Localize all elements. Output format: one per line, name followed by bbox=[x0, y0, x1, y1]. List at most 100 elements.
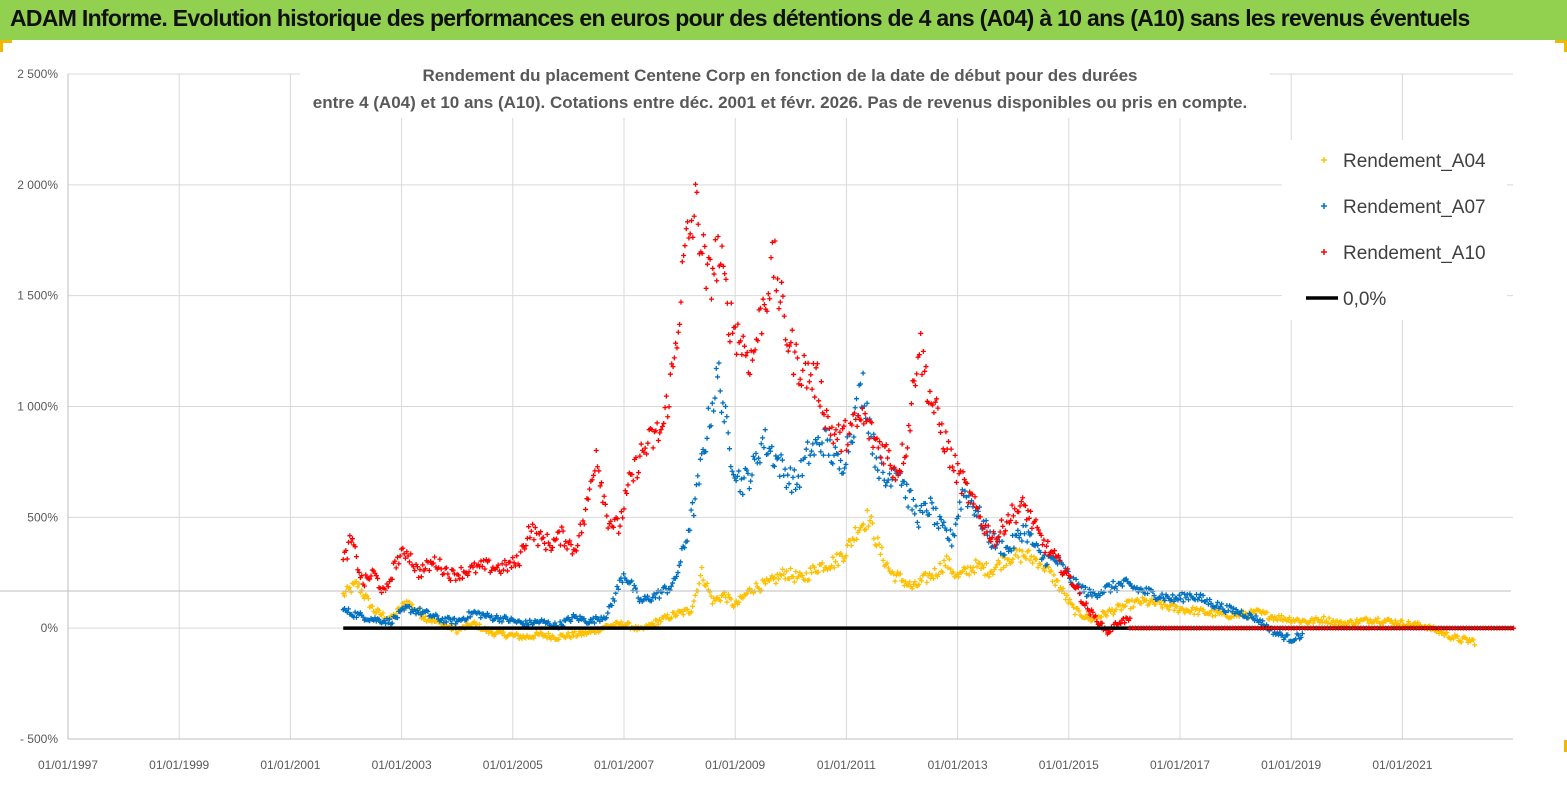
data-point bbox=[531, 537, 537, 543]
data-point bbox=[447, 617, 453, 623]
data-point bbox=[394, 615, 400, 621]
data-point bbox=[690, 603, 696, 609]
data-point bbox=[589, 477, 595, 483]
data-point bbox=[952, 452, 958, 458]
data-point bbox=[956, 471, 962, 477]
data-point bbox=[830, 440, 836, 446]
data-point bbox=[842, 465, 848, 471]
data-point bbox=[502, 558, 508, 564]
legend-label: Rendement_A04 bbox=[1343, 151, 1486, 172]
x-tick-label: 01/01/2015 bbox=[1039, 758, 1099, 772]
data-point bbox=[409, 601, 415, 607]
data-point bbox=[504, 568, 510, 574]
data-point bbox=[494, 613, 500, 619]
data-point bbox=[736, 599, 742, 605]
data-point bbox=[710, 265, 716, 271]
data-point bbox=[758, 441, 764, 447]
data-point bbox=[637, 453, 643, 459]
data-point bbox=[811, 564, 817, 570]
x-tick-label: 01/01/1999 bbox=[149, 758, 209, 772]
data-point bbox=[720, 592, 726, 598]
data-point bbox=[851, 434, 857, 440]
data-point bbox=[846, 431, 852, 437]
data-point bbox=[1004, 544, 1010, 550]
data-point bbox=[1166, 607, 1172, 613]
data-point bbox=[1020, 495, 1026, 501]
data-point bbox=[1016, 547, 1022, 553]
data-point bbox=[580, 518, 586, 524]
data-point bbox=[885, 565, 891, 571]
chart-title-line-2: entre 4 (A04) et 10 ans (A10). Cotations… bbox=[313, 93, 1247, 112]
data-point bbox=[420, 562, 426, 568]
data-point bbox=[787, 465, 793, 471]
data-point bbox=[951, 533, 957, 539]
data-point bbox=[885, 455, 891, 461]
data-point bbox=[959, 491, 965, 497]
data-point bbox=[887, 462, 893, 468]
data-point bbox=[869, 420, 875, 426]
legend-marker bbox=[1321, 203, 1327, 209]
data-point bbox=[602, 501, 608, 507]
data-point bbox=[1072, 612, 1078, 618]
data-point bbox=[836, 422, 842, 428]
legend-label: Rendement_A10 bbox=[1343, 243, 1486, 264]
data-point bbox=[1277, 616, 1283, 622]
data-point bbox=[832, 444, 838, 450]
data-point bbox=[875, 535, 881, 541]
data-point bbox=[789, 327, 795, 333]
data-point bbox=[808, 372, 814, 378]
data-point bbox=[1253, 613, 1259, 619]
x-tick-label: 01/01/2017 bbox=[1150, 758, 1210, 772]
data-point bbox=[687, 231, 693, 237]
data-point bbox=[669, 361, 675, 367]
data-point bbox=[356, 569, 362, 575]
data-point bbox=[797, 484, 803, 490]
data-point bbox=[873, 455, 879, 461]
data-point bbox=[527, 535, 533, 541]
data-point bbox=[810, 441, 816, 447]
data-point bbox=[731, 604, 737, 610]
data-point bbox=[666, 404, 672, 410]
data-point bbox=[508, 565, 514, 571]
data-point bbox=[765, 451, 771, 457]
data-point bbox=[799, 573, 805, 579]
data-point bbox=[957, 468, 963, 474]
data-point bbox=[908, 401, 914, 407]
data-point bbox=[702, 243, 708, 249]
data-point bbox=[1035, 564, 1041, 570]
data-point bbox=[803, 570, 809, 576]
data-point bbox=[806, 379, 812, 385]
data-point bbox=[657, 430, 663, 436]
data-point bbox=[1200, 607, 1206, 613]
data-point bbox=[748, 478, 754, 484]
data-point bbox=[1025, 508, 1031, 514]
data-point bbox=[1237, 611, 1243, 617]
data-point bbox=[402, 555, 408, 561]
data-point bbox=[578, 632, 584, 638]
data-point bbox=[971, 512, 977, 518]
legend: Rendement_A04 Rendement_A07 Rendement_A10 0… bbox=[1306, 151, 1486, 310]
data-point bbox=[573, 548, 579, 554]
data-point bbox=[878, 455, 884, 461]
data-point bbox=[696, 581, 702, 587]
data-point bbox=[714, 278, 720, 284]
data-point bbox=[804, 385, 810, 391]
data-point bbox=[779, 457, 785, 463]
data-point bbox=[806, 460, 812, 466]
data-point bbox=[716, 360, 722, 366]
data-point bbox=[988, 539, 994, 545]
data-point bbox=[964, 480, 970, 486]
data-point bbox=[1465, 640, 1471, 646]
data-point bbox=[715, 374, 721, 380]
data-point bbox=[912, 579, 918, 585]
data-point bbox=[877, 439, 883, 445]
data-point bbox=[1057, 585, 1063, 591]
data-point bbox=[629, 578, 635, 584]
data-point bbox=[663, 615, 669, 621]
data-point bbox=[349, 536, 355, 542]
data-point bbox=[1026, 515, 1032, 521]
data-point bbox=[1010, 556, 1016, 562]
data-point bbox=[605, 610, 611, 616]
data-point bbox=[908, 487, 914, 493]
data-point bbox=[1199, 598, 1205, 604]
